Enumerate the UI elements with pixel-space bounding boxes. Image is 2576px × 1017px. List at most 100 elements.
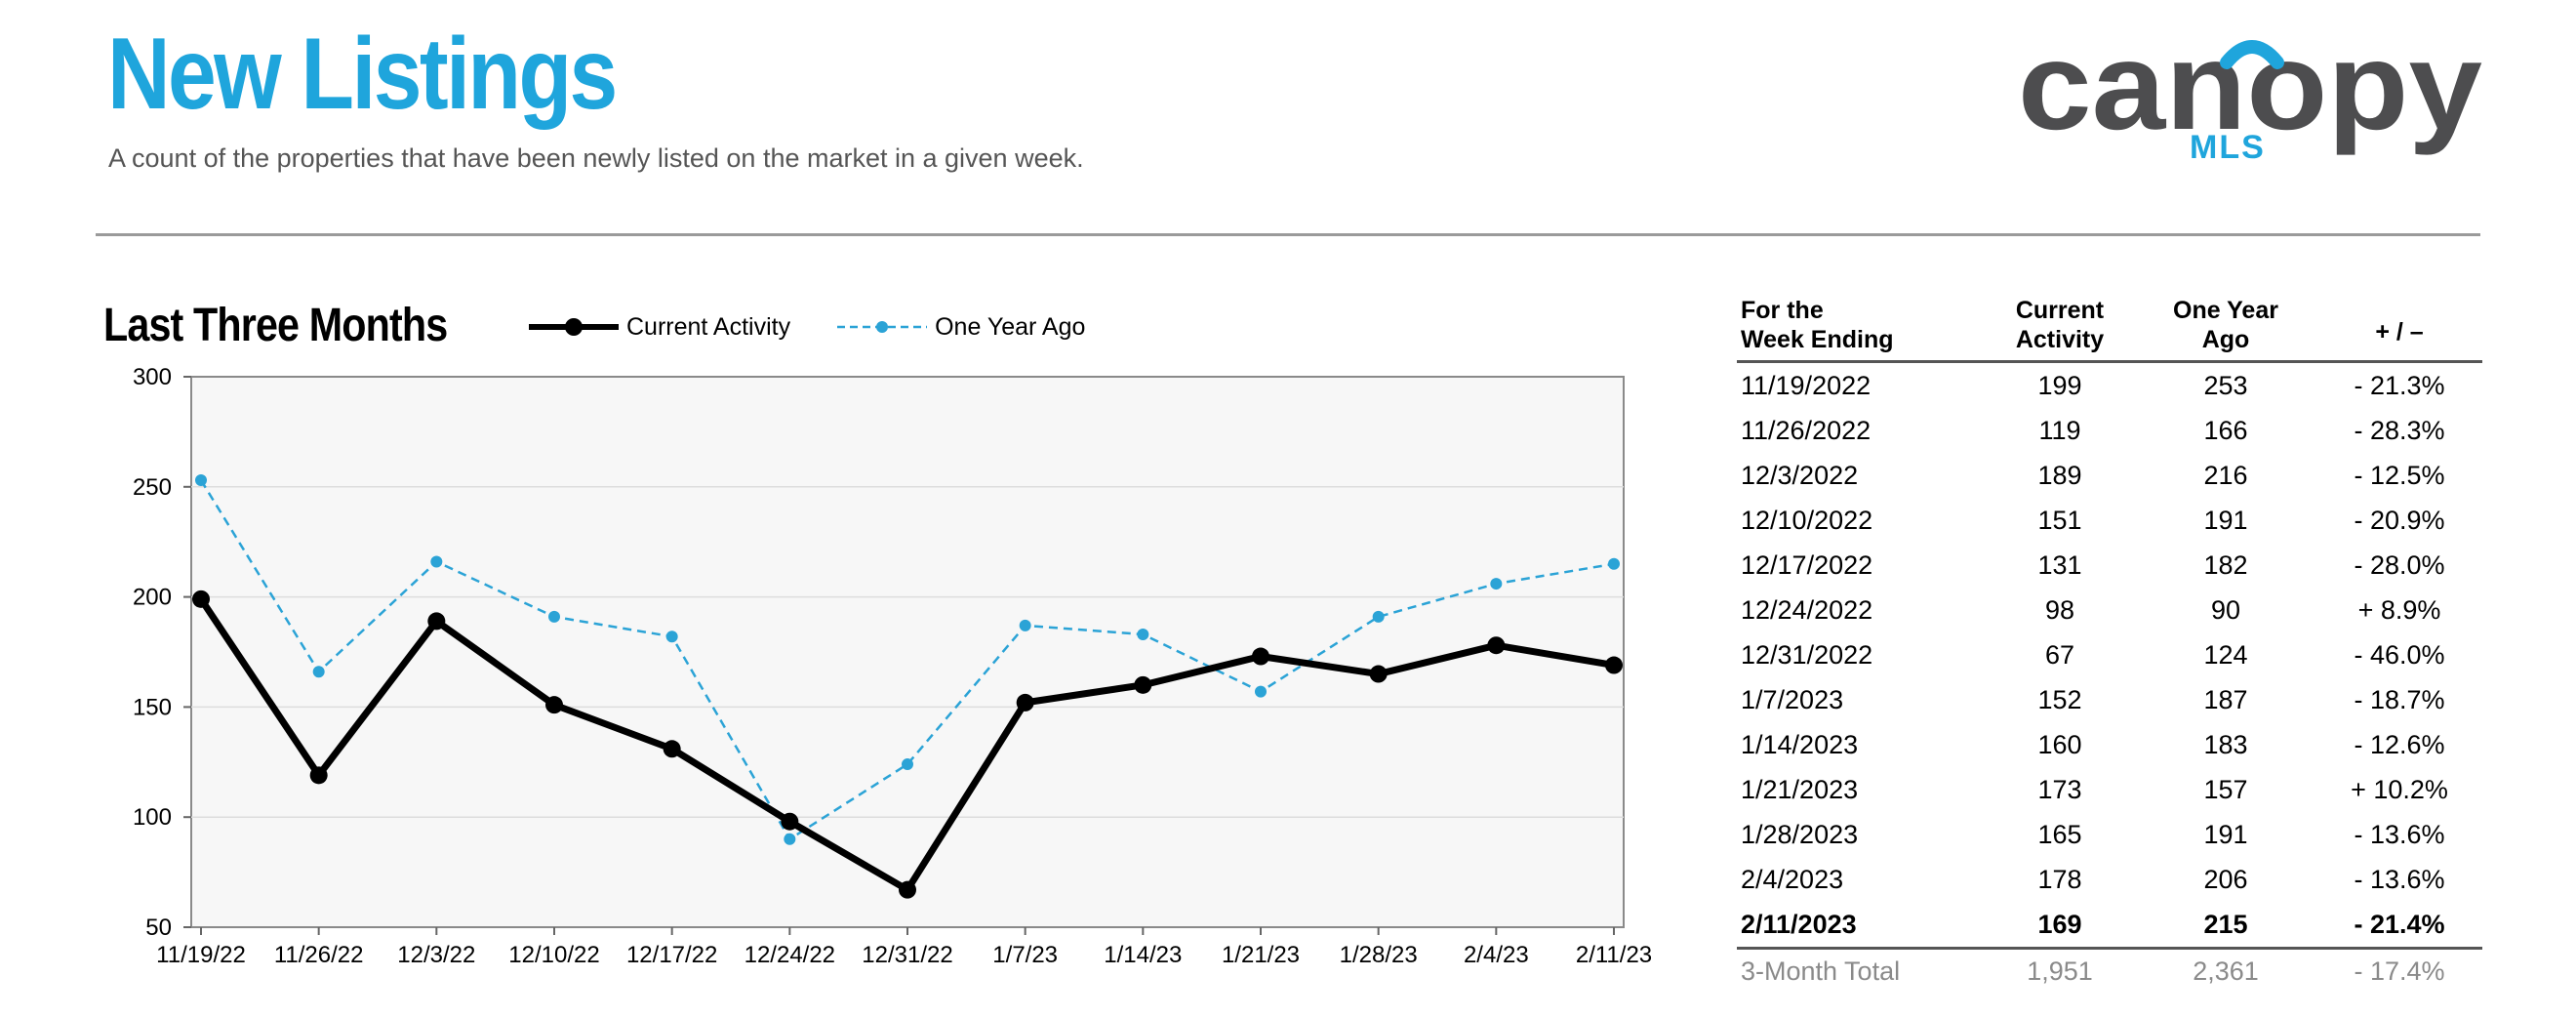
legend-year-ago-swatch (837, 321, 928, 333)
table-row: 11/26/2022 119 166 - 28.3% (1737, 408, 2482, 453)
x-tick-label: 12/10/22 (508, 942, 599, 968)
chart-legend: Current Activity One Year Ago (527, 310, 1130, 344)
cell-year-ago: 157 (2203, 774, 2248, 804)
cell-current: 160 (2037, 729, 2082, 759)
data-point-year-ago (784, 833, 796, 845)
cell-change: - 46.0% (2354, 639, 2445, 670)
data-point-current (781, 812, 799, 831)
x-tick-label: 12/3/22 (397, 942, 475, 968)
x-tick-label: 11/19/22 (156, 942, 246, 968)
cell-change: - 18.7% (2354, 684, 2445, 714)
x-tick-label: 2/11/23 (1576, 942, 1652, 968)
table-row: 1/28/2023 165 191 - 13.6% (1737, 812, 2482, 857)
cell-change: + 10.2% (2351, 774, 2448, 804)
cell-year-ago: 166 (2203, 415, 2248, 445)
data-point-current (309, 766, 328, 785)
header-week: For the Week Ending (1741, 297, 1894, 353)
y-tick-label: 200 (133, 585, 172, 611)
table-row: 1/14/2023 160 183 - 12.6% (1737, 722, 2482, 767)
cell-change: - 28.3% (2354, 415, 2445, 445)
data-point-year-ago (1372, 610, 1385, 623)
total-change: - 17.4% (2354, 956, 2445, 986)
cell-year-ago: 124 (2203, 639, 2248, 670)
cell-week: 11/19/2022 (1741, 370, 1872, 400)
data-point-current (192, 590, 210, 608)
data-point-current (427, 612, 446, 631)
table-row: 12/31/2022 67 124 - 46.0% (1737, 632, 2482, 677)
y-tick-label: 250 (133, 474, 172, 501)
logo-arch-icon (2220, 40, 2284, 69)
cell-current: 178 (2037, 864, 2082, 894)
cell-year-ago: 215 (2203, 909, 2248, 939)
cell-current: 98 (2044, 594, 2075, 625)
data-point-year-ago (312, 666, 325, 678)
cell-current: 189 (2037, 460, 2082, 490)
x-tick-label: 11/26/22 (274, 942, 364, 968)
data-point-current (1134, 675, 1152, 694)
gridlines (191, 486, 1624, 818)
total-year-ago: 2,361 (2193, 956, 2259, 986)
cell-current: 165 (2037, 819, 2082, 849)
table-header: For the Week Ending Current Activity One Y… (1737, 297, 2482, 363)
cell-week: 12/31/2022 (1741, 639, 1873, 670)
table-row: 12/3/2022 189 216 - 12.5% (1737, 453, 2482, 498)
cell-week: 12/17/2022 (1741, 549, 1873, 580)
plot-area (190, 376, 1625, 928)
cell-week: 1/14/2023 (1741, 729, 1859, 759)
table-row: 12/24/2022 98 90 + 8.9% (1737, 588, 2482, 632)
cell-week: 1/7/2023 (1741, 684, 1844, 714)
total-label: 3-Month Total (1741, 956, 1901, 986)
cell-year-ago: 183 (2203, 729, 2248, 759)
cell-year-ago: 216 (2203, 460, 2248, 490)
y-tick-label: 150 (133, 694, 172, 720)
header-divider (96, 233, 2480, 236)
series-one-year-ago (195, 474, 1620, 845)
y-tick-label: 50 (145, 915, 172, 941)
table-total-row: 3-Month Total 1,951 2,361 - 17.4% (1737, 947, 2482, 993)
legend-current: Current Activity (527, 313, 790, 342)
cell-change: - 12.5% (2354, 460, 2445, 490)
header-year-ago: One Year Ago (2173, 297, 2278, 353)
data-point-year-ago (665, 631, 678, 643)
cell-change: - 28.0% (2354, 549, 2445, 580)
x-tick-label: 1/21/23 (1222, 942, 1300, 968)
cell-current: 169 (2037, 909, 2082, 939)
data-point-current (899, 880, 916, 899)
header-change: + / – (2375, 318, 2424, 346)
cell-year-ago: 253 (2203, 370, 2248, 400)
cell-week: 12/24/2022 (1741, 594, 1873, 625)
cell-year-ago: 206 (2203, 864, 2248, 894)
cell-year-ago: 191 (2203, 505, 2248, 535)
x-tick-label: 2/4/23 (1464, 942, 1529, 968)
cell-week: 2/4/2023 (1741, 864, 1844, 894)
data-point-year-ago (1608, 557, 1620, 570)
cell-week: 12/3/2022 (1741, 460, 1859, 490)
cell-week: 2/11/2023 (1741, 909, 1857, 939)
cell-current: 199 (2037, 370, 2082, 400)
data-point-current (545, 696, 563, 714)
data-point-current (663, 740, 681, 758)
cell-change: - 12.6% (2354, 729, 2445, 759)
x-axis-ticks: 11/19/22 11/26/22 12/3/22 12/10/22 12/17/22 1… (156, 927, 1652, 968)
x-tick-label: 12/24/22 (745, 942, 835, 968)
cell-change: - 21.4% (2354, 909, 2445, 939)
legend-current-label: Current Activity (626, 312, 791, 341)
cell-week: 1/28/2023 (1741, 819, 1859, 849)
y-tick-label: 300 (133, 364, 172, 390)
data-point-current (1487, 636, 1506, 655)
x-tick-label: 1/7/23 (992, 942, 1058, 968)
data-point-year-ago (548, 610, 560, 623)
table-row: 11/19/2022 199 253 - 21.3% (1737, 363, 2482, 408)
table-row: 2/11/2023 169 215 - 21.4% (1737, 902, 2482, 947)
cell-year-ago: 182 (2203, 549, 2248, 580)
table-row: 12/17/2022 131 182 - 28.0% (1737, 543, 2482, 588)
table-row: 2/4/2023 178 206 - 13.6% (1737, 857, 2482, 902)
data-point-year-ago (1019, 619, 1031, 631)
page-subtitle: A count of the properties that have been… (108, 143, 1084, 173)
data-point-current (1369, 665, 1388, 683)
cell-current: 151 (2037, 505, 2082, 535)
header-current: Current Activity (2015, 297, 2105, 353)
table-body: 11/19/2022 199 253 - 21.3% 11/26/2022 119 166 -… (1737, 363, 2482, 947)
y-axis-ticks: 50 100 150 200 250 300 (133, 364, 191, 941)
cell-week: 11/26/2022 (1741, 415, 1872, 445)
